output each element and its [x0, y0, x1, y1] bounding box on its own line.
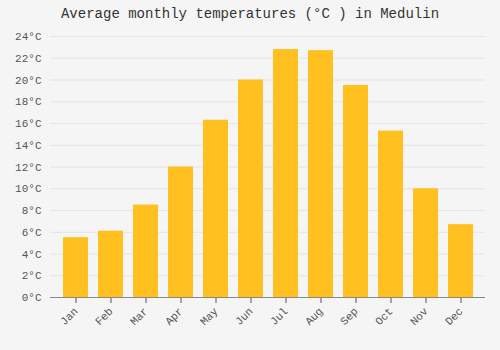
svg-text:6°C: 6°C [22, 227, 42, 239]
svg-text:10°C: 10°C [15, 183, 42, 195]
svg-text:Mar: Mar [128, 305, 150, 327]
svg-text:14°C: 14°C [15, 140, 42, 152]
svg-text:Dec: Dec [443, 305, 465, 327]
svg-text:20°C: 20°C [15, 75, 42, 87]
svg-text:24°C: 24°C [15, 31, 42, 43]
svg-text:12°C: 12°C [15, 162, 42, 174]
svg-text:8°C: 8°C [22, 205, 42, 217]
svg-text:Aug: Aug [303, 305, 325, 327]
svg-text:2°C: 2°C [22, 270, 42, 282]
svg-text:4°C: 4°C [22, 249, 42, 261]
svg-text:22°C: 22°C [15, 53, 42, 65]
svg-text:Apr: Apr [163, 305, 185, 327]
svg-text:0°C: 0°C [22, 292, 42, 304]
svg-text:Jan: Jan [58, 305, 80, 327]
svg-text:Jun: Jun [233, 305, 255, 327]
svg-text:16°C: 16°C [15, 118, 42, 130]
svg-text:Sep: Sep [338, 305, 360, 327]
svg-text:May: May [198, 305, 221, 328]
svg-text:Jul: Jul [268, 305, 290, 327]
html-text:Average monthly temperatures (: Average monthly temperatures (°C ) in Me… [61, 6, 439, 22]
svg-text:Feb: Feb [93, 305, 115, 327]
svg-text:Nov: Nov [408, 305, 431, 328]
svg-text:Oct: Oct [373, 305, 395, 327]
svg-text:18°C: 18°C [15, 96, 42, 108]
